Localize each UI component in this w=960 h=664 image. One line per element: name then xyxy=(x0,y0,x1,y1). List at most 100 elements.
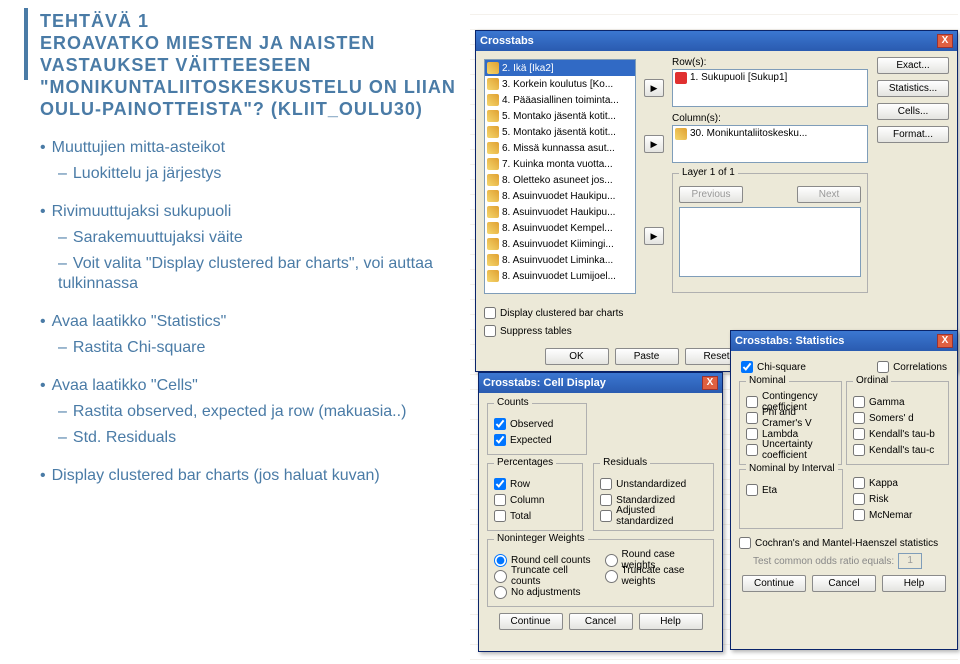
continue-button[interactable]: Continue xyxy=(742,575,806,592)
risk-checkbox[interactable]: Risk xyxy=(853,491,943,507)
adjstd-checkbox[interactable]: Adjusted standardized xyxy=(600,508,707,524)
eta-checkbox[interactable]: Eta xyxy=(746,482,836,498)
ruler-icon xyxy=(487,190,499,202)
checkbox-icon[interactable] xyxy=(853,444,865,456)
checkbox-icon[interactable] xyxy=(746,412,758,424)
radio-icon[interactable] xyxy=(494,554,507,567)
radio-icon[interactable] xyxy=(494,570,507,583)
cells-button[interactable]: Cells... xyxy=(877,103,949,120)
trunc-cell-radio[interactable]: Truncate cell counts xyxy=(494,568,597,584)
close-icon[interactable]: X xyxy=(937,34,953,48)
checkbox-icon[interactable] xyxy=(494,510,506,522)
close-icon[interactable]: X xyxy=(702,376,718,390)
col-percent-checkbox[interactable]: Column xyxy=(494,492,576,508)
chi-square-checkbox[interactable]: Chi-square xyxy=(741,359,806,375)
clustered-bar-checkbox[interactable]: Display clustered bar charts xyxy=(484,305,623,321)
help-button[interactable]: Help xyxy=(882,575,946,592)
row-percent-checkbox[interactable]: Row xyxy=(494,476,576,492)
total-percent-checkbox[interactable]: Total xyxy=(494,508,576,524)
celldlg-titlebar[interactable]: Crosstabs: Cell Display X xyxy=(479,373,722,393)
exact-button[interactable]: Exact... xyxy=(877,57,949,74)
ok-button[interactable]: OK xyxy=(545,348,609,365)
rows-listbox[interactable]: 1. Sukupuoli [Sukup1] xyxy=(672,69,868,107)
cancel-button[interactable]: Cancel xyxy=(812,575,876,592)
checkbox-icon[interactable] xyxy=(600,494,612,506)
phi-cramer-checkbox[interactable]: Phi and Cramer's V xyxy=(746,410,835,426)
statistics-button[interactable]: Statistics... xyxy=(877,80,949,97)
checkbox-icon[interactable] xyxy=(746,428,758,440)
checkbox-icon[interactable] xyxy=(853,396,865,408)
checkbox-icon[interactable] xyxy=(853,428,865,440)
nominal-title: Nominal xyxy=(746,375,789,386)
paste-button[interactable]: Paste xyxy=(615,348,679,365)
cols-listbox[interactable]: 30. Monikuntaliitoskesku... xyxy=(672,125,868,163)
radio-icon[interactable] xyxy=(605,570,618,583)
close-icon[interactable]: X xyxy=(937,334,953,348)
previous-button[interactable]: Previous xyxy=(679,186,743,203)
transfer-layer-button[interactable]: ▶ xyxy=(644,227,664,245)
statdlg-titlebar[interactable]: Crosstabs: Statistics X xyxy=(731,331,957,351)
crosstabs-titlebar[interactable]: Crosstabs X xyxy=(476,31,957,51)
ruler-icon xyxy=(487,254,499,266)
checkbox-icon[interactable] xyxy=(494,494,506,506)
checkbox-icon[interactable] xyxy=(746,484,758,496)
variable-list[interactable]: 2. Ikä [Ika2] 3. Korkein koulutus [Ko...… xyxy=(484,59,636,294)
list-item: 8. Asuinvuodet Haukipu... xyxy=(485,188,635,204)
format-button[interactable]: Format... xyxy=(877,126,949,143)
checkbox-icon[interactable] xyxy=(484,307,496,319)
correlations-checkbox[interactable]: Correlations xyxy=(877,359,947,375)
radio-icon[interactable] xyxy=(494,586,507,599)
continue-button[interactable]: Continue xyxy=(499,613,563,630)
statdlg-bottom-buttons: Continue Cancel Help xyxy=(737,575,951,592)
transfer-cols-button[interactable]: ▶ xyxy=(644,135,664,153)
layer-listbox[interactable] xyxy=(679,207,861,277)
checkbox-icon[interactable] xyxy=(853,477,865,489)
nombyint-title: Nominal by Interval xyxy=(746,463,838,474)
mcnemar-checkbox[interactable]: McNemar xyxy=(853,507,943,523)
checkbox-icon[interactable] xyxy=(853,509,865,521)
trunc-case-radio[interactable]: Truncate case weights xyxy=(605,568,708,584)
checkbox-icon[interactable] xyxy=(746,396,758,408)
tau-c-checkbox[interactable]: Kendall's tau-c xyxy=(853,442,942,458)
crosstabs-title: Crosstabs xyxy=(480,35,534,47)
bullet-2: Rivimuuttujaksi sukupuoli xyxy=(40,202,470,222)
checkbox-icon[interactable] xyxy=(494,418,506,430)
checkbox-icon[interactable] xyxy=(739,537,751,549)
checkbox-icon[interactable] xyxy=(484,325,496,337)
somers-checkbox[interactable]: Somers' d xyxy=(853,410,942,426)
next-button[interactable]: Next xyxy=(797,186,861,203)
checkbox-icon[interactable] xyxy=(600,478,612,490)
transfer-rows-button[interactable]: ▶ xyxy=(644,79,664,97)
bullet-1a: Luokittelu ja järjestys xyxy=(58,164,470,184)
checkbox-icon[interactable] xyxy=(494,478,506,490)
cancel-button[interactable]: Cancel xyxy=(569,613,633,630)
checkbox-icon[interactable] xyxy=(877,361,889,373)
help-button[interactable]: Help xyxy=(639,613,703,630)
uncertainty-checkbox[interactable]: Uncertainty coefficient xyxy=(746,442,835,458)
radio-icon[interactable] xyxy=(605,554,618,567)
suppress-tables-checkbox[interactable]: Suppress tables xyxy=(484,323,572,339)
counts-title: Counts xyxy=(494,397,532,408)
list-item: 4. Pääasiallinen toiminta... xyxy=(485,92,635,108)
checkbox-icon[interactable] xyxy=(494,434,506,446)
layer-title: Layer 1 of 1 xyxy=(679,167,738,178)
checkbox-icon[interactable] xyxy=(600,510,612,522)
gamma-checkbox[interactable]: Gamma xyxy=(853,394,942,410)
bullet-3a: Rastita Chi-square xyxy=(58,338,470,358)
observed-checkbox[interactable]: Observed xyxy=(494,416,580,432)
test-eq-input[interactable]: 1 xyxy=(898,553,922,569)
checkbox-icon[interactable] xyxy=(853,493,865,505)
cmh-checkbox[interactable]: Cochran's and Mantel-Haenszel statistics xyxy=(739,535,949,551)
celldlg-title: Crosstabs: Cell Display xyxy=(483,377,606,389)
tau-b-checkbox[interactable]: Kendall's tau-b xyxy=(853,426,942,442)
checkbox-icon[interactable] xyxy=(746,444,758,456)
counts-group: Counts Observed Expected xyxy=(487,403,587,455)
kappa-checkbox[interactable]: Kappa xyxy=(853,475,943,491)
list-item: 5. Montako jäsentä kotit... xyxy=(485,108,635,124)
checkbox-icon[interactable] xyxy=(853,412,865,424)
crosstabs-dialog: Crosstabs X 2. Ikä [Ika2] 3. Korkein kou… xyxy=(475,30,958,372)
unstd-checkbox[interactable]: Unstandardized xyxy=(600,476,707,492)
ruler-icon xyxy=(487,270,499,282)
expected-checkbox[interactable]: Expected xyxy=(494,432,580,448)
checkbox-icon[interactable] xyxy=(741,361,753,373)
